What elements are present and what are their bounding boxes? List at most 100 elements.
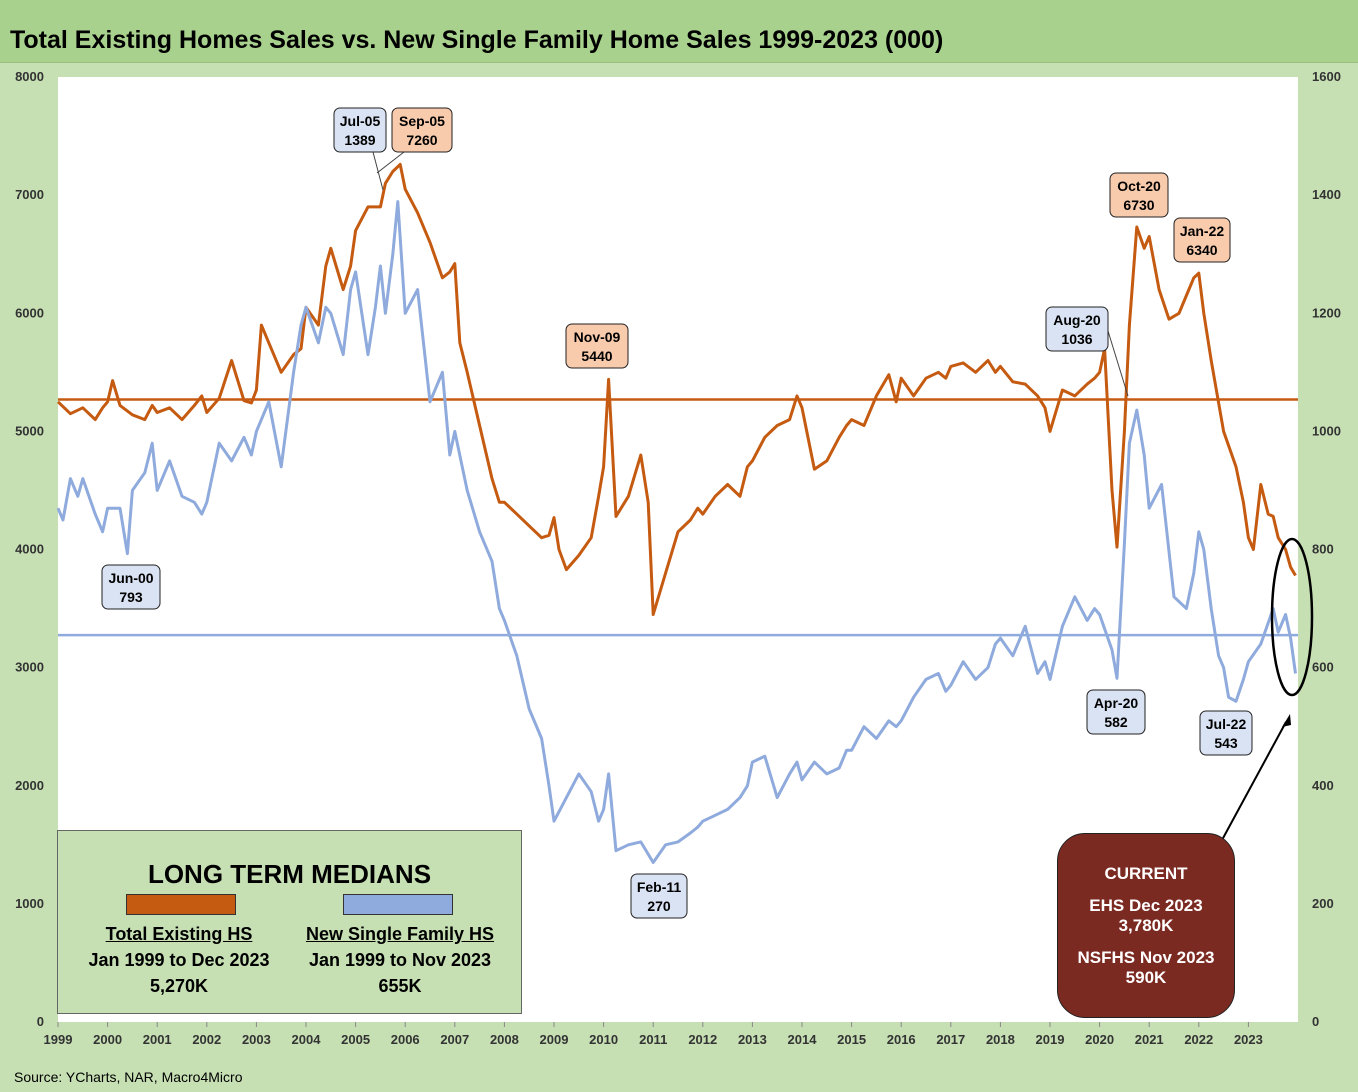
existing-median-period: Jan 1999 to Dec 2023 [88,950,270,970]
x-tick-label: 2005 [341,1032,370,1047]
x-tick-label: 2016 [887,1032,916,1047]
y-right-tick-label: 400 [1312,778,1334,793]
callout-box [1045,306,1109,352]
long-term-medians-box: LONG TERM MEDIANS Total Existing HS Jan … [57,830,522,1014]
y-right-tick-label: 1400 [1312,187,1341,202]
axes-layer: 0 1000 2000 3000 4000 5000 6000 7000 8000 0 200 400… [15,69,1341,1047]
callout-value-label: 543 [1214,735,1238,751]
callout-box [1109,172,1169,218]
current-ehs-value: 3,780K [1118,916,1174,935]
existing-median-value: 5,270K [149,976,209,996]
callout-date-label: Aug-20 [1053,312,1101,328]
x-tick-label: 2012 [688,1032,717,1047]
medians-title: LONG TERM MEDIANS [147,859,432,889]
y-left-tick-label: 7000 [15,187,44,202]
new-median-value: 655K [378,976,422,996]
current-heading: CURRENT [1104,864,1188,883]
y-left-tick-label: 5000 [15,423,44,438]
callout-value-label: 7260 [406,132,437,148]
callout-value-label: 6340 [1186,242,1217,258]
current-nsfhs-label: NSFHS Nov 2023 [1077,948,1215,967]
existing-median-label: Total Existing HS [105,924,253,944]
callout-leader [372,151,384,191]
callout-box [101,564,161,610]
callout-value-label: 5440 [581,348,612,364]
current-ehs-label: EHS Dec 2023 [1089,896,1203,915]
x-tick-label: 2002 [192,1032,221,1047]
callout-box [333,107,387,153]
y-left-tick-label: 3000 [15,660,44,675]
y-right-tick-label: 600 [1312,660,1334,675]
callout-date-label: Jun-00 [108,570,153,586]
current-highlight-ellipse [1270,537,1314,697]
new-median-period: Jan 1999 to Nov 2023 [308,950,492,970]
current-arrow [1221,721,1287,841]
y-left-tick-label: 6000 [15,305,44,320]
callout-value-label: 1389 [344,132,375,148]
x-tick-label: 2004 [292,1032,322,1047]
callout-value-label: 6730 [1123,197,1154,213]
lines-layer [56,162,1298,864]
x-tick-label: 2000 [93,1032,122,1047]
new-median-label: New Single Family HS [305,924,495,944]
callout-value-label: 270 [647,898,671,914]
x-tick-label: 1999 [44,1032,73,1047]
x-tick-label: 2001 [143,1032,172,1047]
current-values-box: CURRENT EHS Dec 2023 3,780K NSFHS Nov 20… [1057,833,1235,1018]
callout-box [630,873,688,919]
y-left-tick-label: 2000 [15,778,44,793]
y-right-tick-label: 200 [1312,896,1334,911]
new-median-column: New Single Family HS Jan 1999 to Nov 202… [290,921,510,999]
x-tick-label: 2013 [738,1032,767,1047]
existing-median-swatch [126,894,236,915]
x-tick-label: 2003 [242,1032,271,1047]
callout-value-label: 1036 [1061,331,1092,347]
x-tick-label: 2009 [540,1032,569,1047]
y-left-tick-label: 0 [37,1014,44,1029]
x-tick-label: 2021 [1135,1032,1164,1047]
x-tick-label: 2015 [837,1032,866,1047]
y-right-tick-label: 1200 [1312,305,1341,320]
y-right-tick-label: 800 [1312,542,1334,557]
callout-layer: Jul-05 1389 Sep-05 7260 Jun-00 793 Nov-09 5440 F… [101,107,1253,919]
y-right-tick-label: 0 [1312,1014,1319,1029]
existing-median-column: Total Existing HS Jan 1999 to Dec 2023 5… [69,921,289,999]
y-left-tick-label: 1000 [15,896,44,911]
y-right-tick-label: 1000 [1312,423,1341,438]
x-tick-label: 2010 [589,1032,618,1047]
callout-leader [1107,330,1129,397]
x-tick-label: 2006 [391,1032,420,1047]
existing-homes-line [56,162,1297,616]
callout-box [1173,217,1231,263]
x-tick-label: 2007 [440,1032,469,1047]
callout-date-label: Jul-05 [340,113,381,129]
current-nsfhs-value: 590K [1125,968,1167,987]
callout-box [391,107,453,153]
x-tick-label: 2020 [1085,1032,1114,1047]
callout-leader [376,151,405,174]
callout-date-label: Jan-22 [1180,223,1225,239]
callout-date-label: Nov-09 [574,329,621,345]
y-left-tick-label: 8000 [15,69,44,84]
callout-date-label: Oct-20 [1117,178,1161,194]
new-median-swatch [343,894,453,915]
callout-box [565,323,629,369]
x-tick-label: 2018 [986,1032,1015,1047]
callout-date-label: Feb-11 [637,879,682,895]
x-tick-label: 2023 [1234,1032,1263,1047]
title-bar: Total Existing Homes Sales vs. New Singl… [0,0,1358,63]
callout-value-label: 582 [1104,714,1128,730]
x-tick-label: 2011 [639,1032,667,1047]
x-tick-label: 2022 [1184,1032,1213,1047]
y-left-tick-label: 4000 [15,542,44,557]
source-note: Source: YCharts, NAR, Macro4Micro [14,1069,243,1085]
x-tick-label: 2014 [788,1032,818,1047]
callout-date-label: Jul-22 [1206,716,1247,732]
new-homes-line [56,200,1297,864]
x-tick-label: 2017 [936,1032,965,1047]
callout-box [1086,689,1146,735]
callout-date-label: Sep-05 [399,113,445,129]
x-tick-label: 2019 [1036,1032,1065,1047]
x-tick-label: 2008 [490,1032,519,1047]
